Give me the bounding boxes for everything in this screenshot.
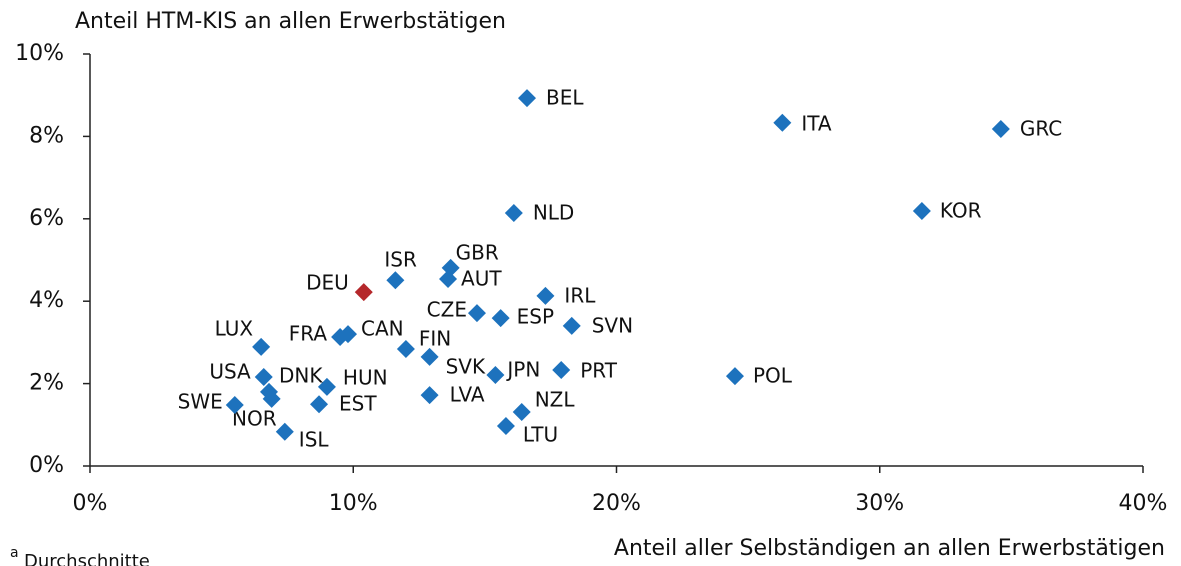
point-label: ISL — [299, 427, 330, 451]
x-tick-label: 10% — [329, 491, 378, 516]
y-axis-title: Anteil HTM-KIS an allen Erwerbstätigen — [75, 9, 506, 34]
point — [275, 422, 294, 441]
point-label: NZL — [535, 388, 576, 412]
point — [504, 204, 523, 223]
point — [552, 361, 571, 380]
point-label: NLD — [533, 201, 575, 225]
point-label: GRC — [1020, 116, 1062, 140]
point-label: DNK — [279, 363, 323, 387]
point — [386, 271, 405, 290]
point — [467, 304, 486, 323]
point-label: SWE — [178, 390, 223, 414]
point-label: FIN — [419, 326, 451, 350]
point-label: LTU — [523, 423, 558, 447]
point-label: POL — [753, 364, 793, 388]
point-label: EST — [339, 392, 377, 416]
point-label: CZE — [427, 298, 467, 322]
point — [991, 119, 1010, 138]
point-label: HUN — [343, 365, 388, 389]
point — [562, 316, 581, 335]
point — [420, 386, 439, 405]
x-axis-title: Anteil aller Selbständigen an allen Erwe… — [614, 536, 1165, 561]
point-label: LVA — [450, 383, 485, 407]
point-label: FRA — [289, 322, 328, 346]
x-tick-label: 40% — [1119, 491, 1168, 516]
point — [439, 269, 458, 288]
x-tick-label: 0% — [73, 491, 108, 516]
point — [252, 337, 271, 356]
point — [396, 339, 415, 358]
point — [420, 347, 439, 366]
x-tick-label: 20% — [592, 491, 641, 516]
point — [331, 328, 350, 347]
point-label: ESP — [517, 305, 554, 329]
point-label: KOR — [940, 198, 982, 222]
point-label: SVK — [446, 354, 486, 378]
point — [536, 286, 555, 305]
point — [517, 89, 536, 108]
point — [317, 377, 336, 396]
point — [254, 368, 273, 387]
point-label: GBR — [456, 240, 499, 264]
point — [225, 396, 244, 415]
point — [354, 283, 373, 302]
point — [725, 367, 744, 386]
point — [912, 201, 931, 220]
note-marker: a — [10, 545, 19, 561]
y-tick-label: 6% — [29, 206, 64, 231]
y-tick-label: 8% — [29, 123, 64, 148]
point-label: PRT — [580, 359, 618, 383]
y-tick-label: 4% — [29, 288, 64, 313]
point-label: USA — [209, 360, 251, 384]
point — [491, 309, 510, 328]
point-label: CAN — [361, 317, 404, 341]
note: Durchschnitte — [24, 551, 150, 566]
point-label: AUT — [461, 266, 502, 290]
point — [262, 389, 281, 408]
point-label: IRL — [564, 283, 596, 307]
point — [486, 365, 505, 384]
point — [512, 403, 531, 422]
point-label: BEL — [546, 86, 584, 110]
y-tick-label: 10% — [15, 41, 64, 66]
point-label: ITA — [801, 111, 832, 135]
y-tick-label: 0% — [29, 453, 64, 478]
point-label: SVN — [592, 313, 633, 337]
x-tick-label: 30% — [855, 491, 904, 516]
point-label: JPN — [505, 357, 540, 381]
point-label: ISR — [384, 248, 417, 272]
point — [773, 113, 792, 132]
point-label: DEU — [306, 271, 349, 295]
point-label: NOR — [232, 406, 277, 430]
y-tick-label: 2% — [29, 371, 64, 396]
point-label: LUX — [215, 316, 254, 340]
point — [496, 417, 515, 436]
point — [310, 395, 329, 414]
